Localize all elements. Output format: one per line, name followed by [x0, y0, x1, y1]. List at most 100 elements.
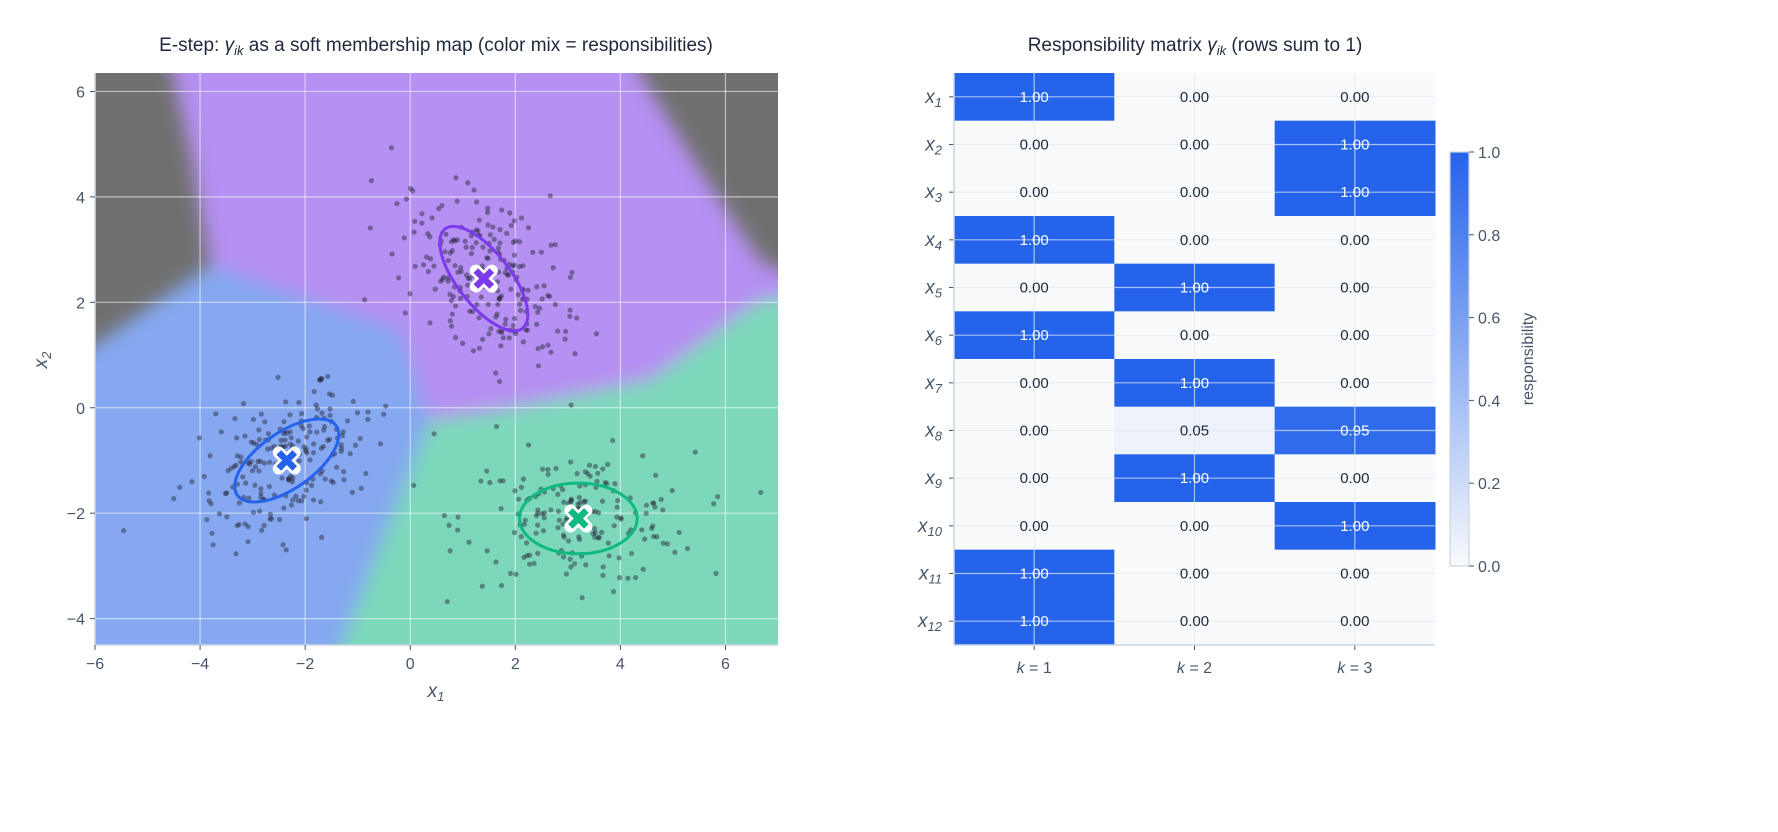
colorbar-tick-label: 0.6: [1478, 311, 1500, 328]
responsibility-matrix-panel: Responsibility matrix γik (rows sum to 1…: [917, 35, 1537, 677]
data-point: [560, 532, 567, 538]
row-label: x4: [924, 230, 942, 253]
data-point: [581, 498, 587, 504]
data-point: [245, 524, 251, 530]
data-point: [310, 441, 317, 447]
data-point: [234, 435, 240, 441]
data-point: [303, 448, 309, 454]
data-point: [341, 468, 347, 475]
data-point: [310, 450, 317, 456]
data-point: [296, 458, 302, 464]
data-point: [427, 256, 434, 262]
data-point: [669, 487, 675, 494]
data-point: [466, 539, 472, 545]
row-label: x7: [924, 373, 943, 396]
data-point: [402, 310, 408, 316]
data-point: [476, 345, 483, 351]
data-point: [431, 431, 437, 437]
cell-value: 1.00: [1020, 89, 1049, 106]
data-point: [196, 435, 202, 441]
data-point: [368, 178, 375, 184]
x-tick-label: −2: [296, 656, 314, 673]
data-point: [639, 527, 645, 533]
cell-value: 0.95: [1340, 423, 1369, 440]
data-point: [506, 335, 512, 341]
data-point: [264, 446, 271, 452]
data-point: [487, 479, 493, 486]
cell-value: 1.00: [1020, 613, 1049, 630]
data-point: [296, 400, 302, 406]
data-point: [463, 244, 469, 250]
cell-value: 0.00: [1020, 423, 1049, 440]
data-point: [407, 185, 414, 192]
data-point: [495, 301, 501, 308]
data-point: [350, 398, 356, 404]
data-point: [249, 468, 256, 474]
data-point: [548, 349, 554, 355]
data-point: [485, 301, 491, 308]
data-point: [232, 415, 238, 422]
data-point: [568, 496, 575, 502]
data-point: [540, 344, 546, 350]
data-point: [410, 188, 416, 194]
data-point: [511, 529, 518, 536]
data-point: [441, 513, 448, 519]
cell-value: 0.00: [1020, 280, 1049, 297]
cell-value: 0.00: [1180, 566, 1209, 583]
data-point: [325, 437, 331, 443]
data-point: [502, 270, 508, 276]
data-point: [586, 462, 593, 468]
data-point: [517, 307, 524, 313]
data-point: [412, 263, 418, 269]
data-point: [568, 459, 574, 465]
data-point: [363, 470, 369, 477]
data-point: [281, 431, 287, 437]
colorbar-tick-label: 1.0: [1478, 145, 1500, 162]
data-point: [298, 422, 304, 429]
data-point: [520, 263, 526, 269]
row-label: x6: [924, 325, 943, 348]
data-point: [654, 534, 660, 540]
data-point: [632, 574, 639, 581]
component-ellipse-1: [233, 417, 341, 504]
data-point: [555, 508, 562, 514]
data-point: [569, 269, 575, 275]
data-point: [287, 429, 293, 435]
data-point: [524, 327, 531, 333]
cell-value: 0.00: [1180, 137, 1209, 154]
data-point: [361, 297, 368, 303]
data-point: [496, 296, 503, 302]
data-point: [445, 278, 451, 284]
data-point: [303, 515, 310, 522]
data-point: [303, 487, 309, 493]
data-point: [568, 497, 574, 503]
cell-value: 0.00: [1180, 518, 1209, 535]
data-point: [535, 363, 542, 369]
data-point: [553, 465, 559, 472]
data-point: [431, 263, 437, 269]
data-point: [499, 329, 505, 336]
heatmap-grid: [954, 73, 1435, 645]
data-point: [520, 476, 527, 482]
data-point: [454, 198, 460, 204]
data-point: [649, 525, 655, 531]
data-point: [267, 511, 273, 517]
cell-value: 1.00: [1020, 232, 1049, 249]
data-point: [293, 493, 299, 499]
data-point: [206, 490, 212, 496]
data-point: [432, 286, 438, 292]
data-point: [344, 418, 351, 424]
component-ellipse-2: [438, 224, 530, 333]
data-point: [365, 416, 371, 423]
component-ellipses: [233, 224, 639, 556]
data-point: [533, 530, 539, 536]
data-point: [652, 504, 658, 510]
data-point: [224, 514, 230, 520]
matrix-title: Responsibility matrix γik (rows sum to 1…: [1028, 35, 1363, 58]
data-point: [470, 348, 477, 354]
data-point: [468, 251, 475, 257]
data-point: [478, 478, 484, 484]
data-point: [517, 301, 523, 307]
data-point: [446, 522, 452, 528]
